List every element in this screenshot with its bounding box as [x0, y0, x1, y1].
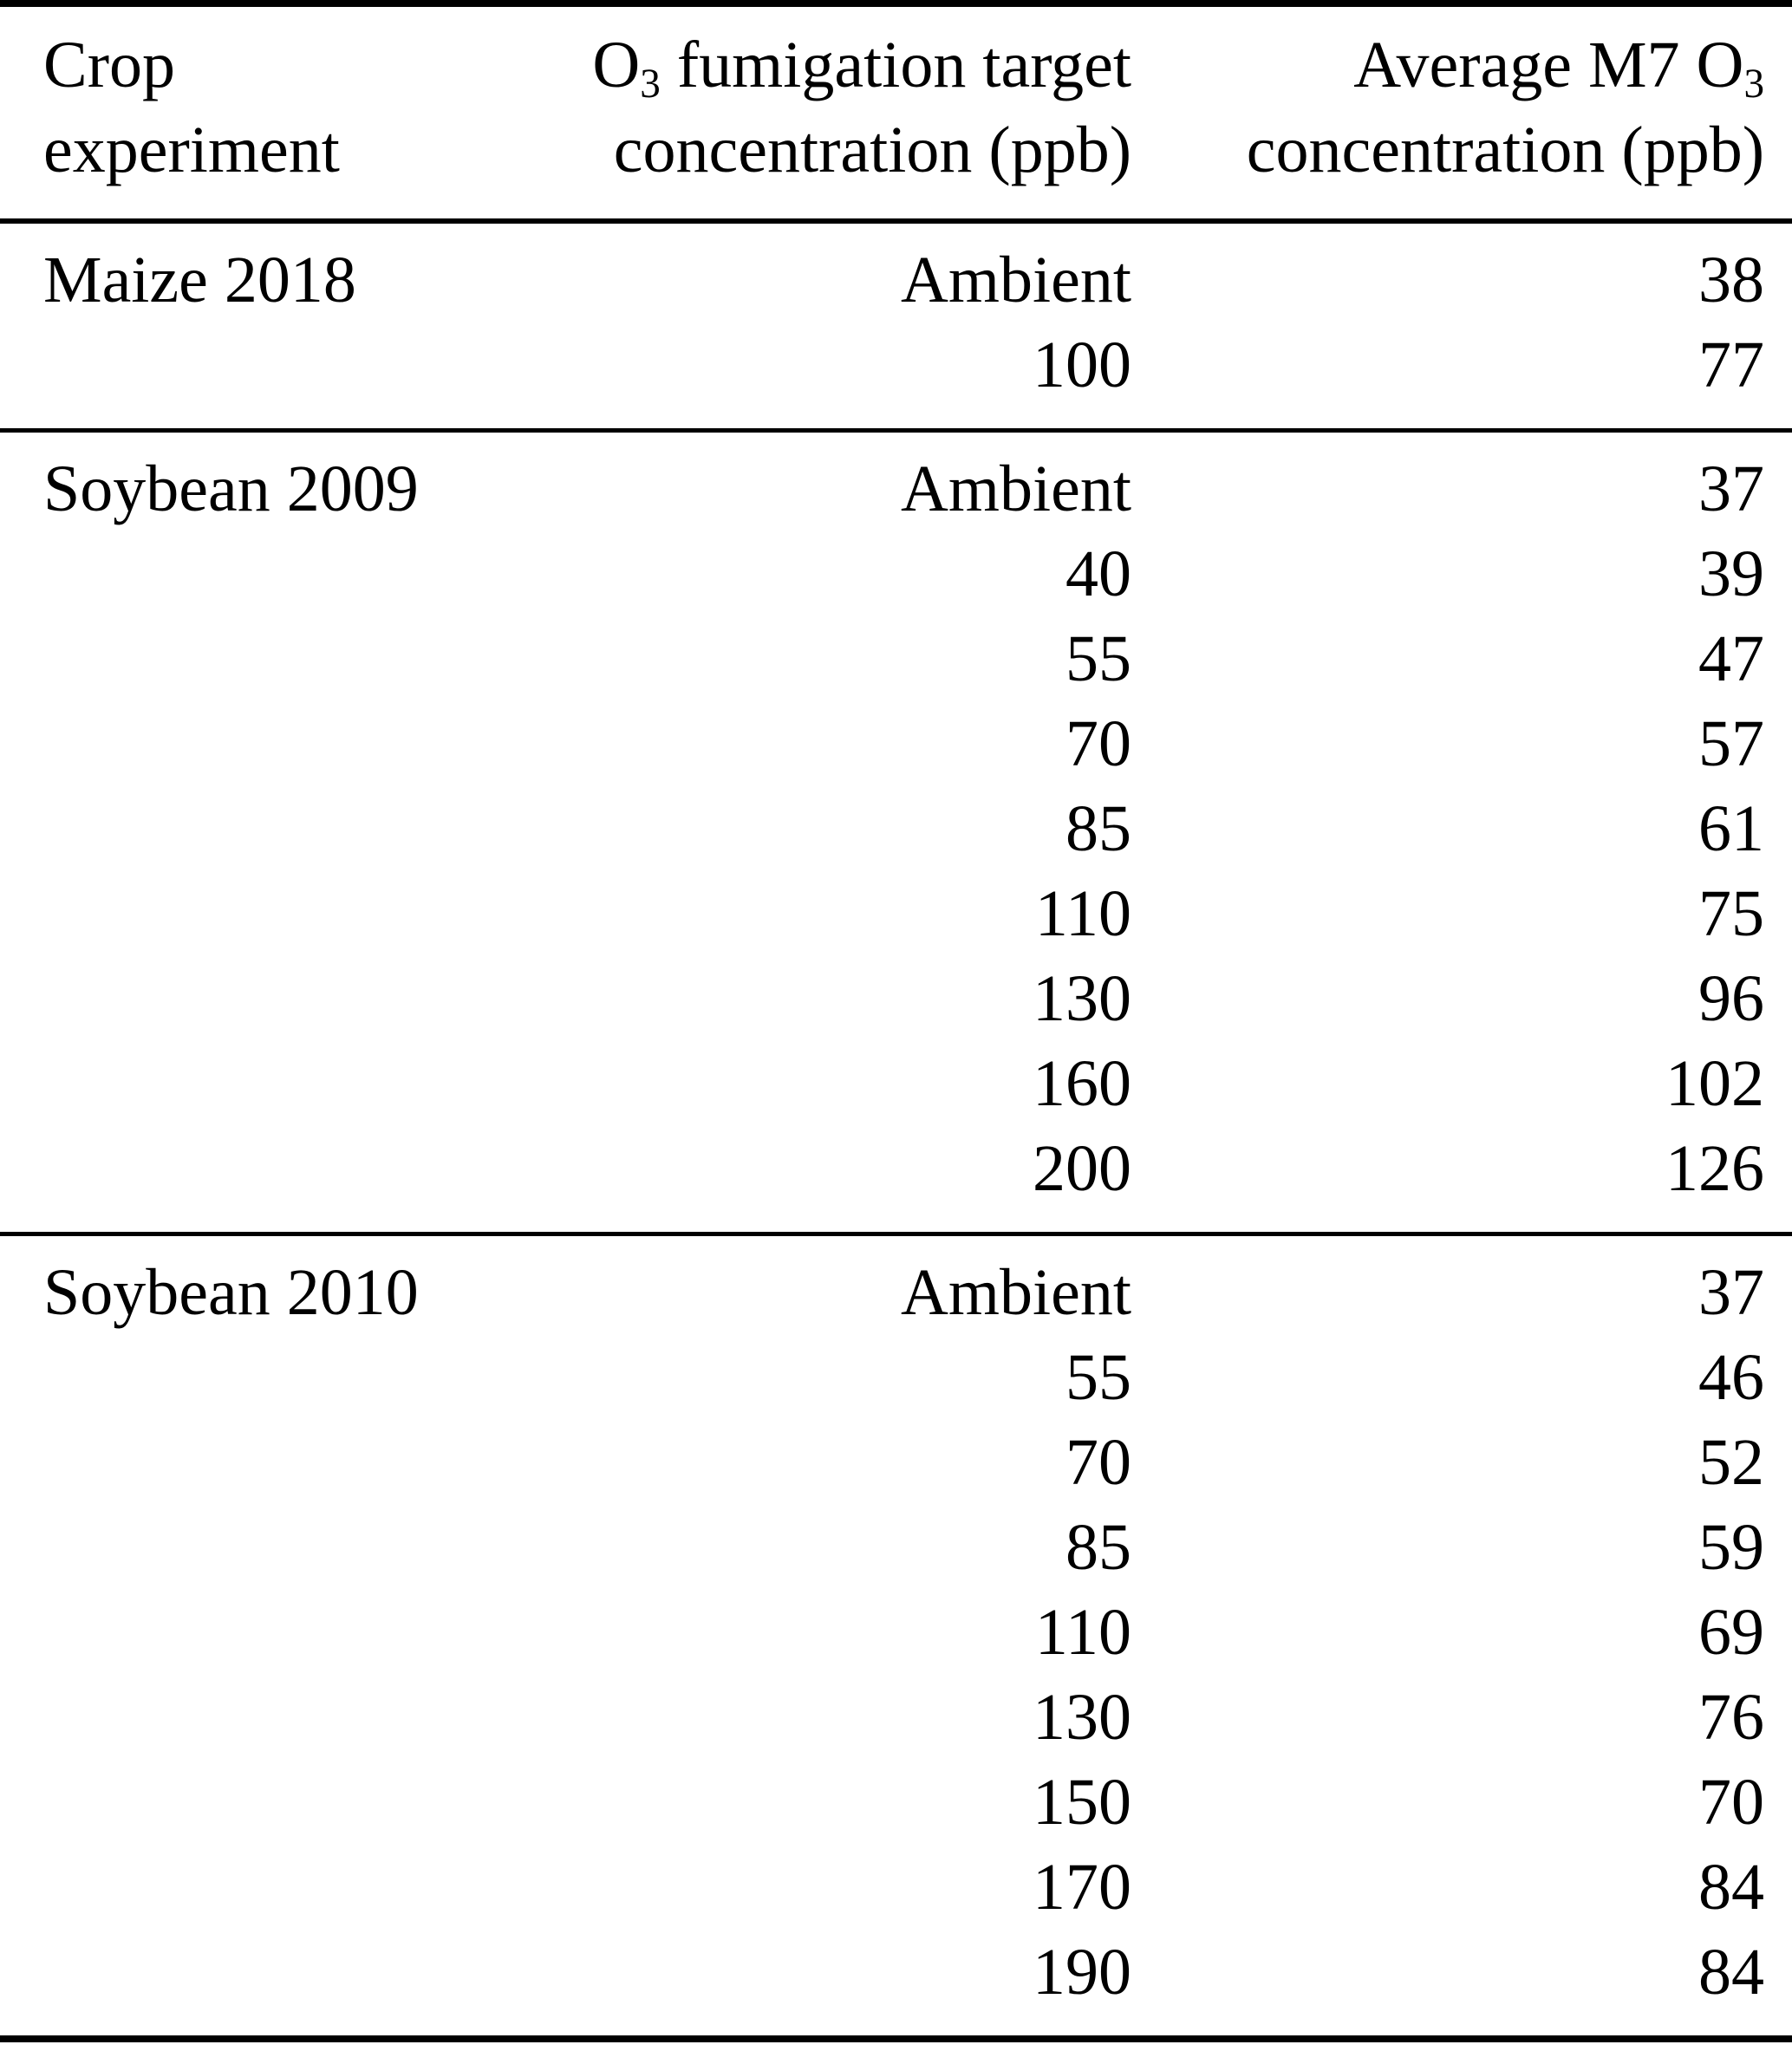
- table-row: 100 77: [0, 322, 1792, 431]
- m7-cell: 59: [1698, 1511, 1764, 1584]
- target-cell: 130: [1033, 962, 1131, 1035]
- crop-cell: Soybean 2009: [43, 453, 419, 525]
- crop-cell: [0, 1675, 416, 1760]
- crop-cell: [0, 701, 416, 786]
- crop-cell: [0, 1041, 416, 1126]
- target-cell: 85: [1065, 1511, 1131, 1584]
- target-cell: 70: [1065, 1426, 1131, 1499]
- m7-cell: 84: [1698, 1851, 1764, 1924]
- target-cell: 200: [1033, 1132, 1131, 1205]
- crop-cell: [0, 1420, 416, 1505]
- target-cell: 100: [1033, 329, 1131, 401]
- m7-cell: 84: [1698, 1936, 1764, 2009]
- header-row: Crop experiment O3 fumigation target con…: [0, 3, 1792, 224]
- table-row: 55 46: [0, 1335, 1792, 1420]
- target-cell: 110: [1034, 877, 1131, 950]
- m7-cell: 52: [1698, 1426, 1764, 1499]
- header-crop-line2: experiment: [43, 114, 340, 186]
- crop-cell: [0, 531, 416, 616]
- target-cell: 170: [1033, 1851, 1131, 1924]
- table-row: 160 102: [0, 1041, 1792, 1126]
- crop-cell: [0, 956, 416, 1041]
- m7-cell: 61: [1698, 792, 1764, 865]
- m7-cell: 76: [1698, 1681, 1764, 1754]
- table-header: Crop experiment O3 fumigation target con…: [0, 3, 1792, 224]
- target-cell: 110: [1034, 1596, 1131, 1669]
- crop-cell: [0, 1590, 416, 1675]
- m7-cell: 39: [1698, 537, 1764, 610]
- m7-cell: 102: [1665, 1047, 1764, 1120]
- crop-cell: [0, 1505, 416, 1590]
- subscript-3: 3: [640, 61, 661, 107]
- m7-cell: 75: [1698, 877, 1764, 950]
- crop-cell: [0, 786, 416, 871]
- table-row: Maize 2018 Ambient 38: [0, 221, 1792, 322]
- m7-cell: 126: [1665, 1132, 1764, 1205]
- header-fumigation-target: O3 fumigation target concentration (ppb): [416, 3, 1131, 224]
- table-row: 150 70: [0, 1760, 1792, 1845]
- table-row: 130 96: [0, 956, 1792, 1041]
- m7-cell: 69: [1698, 1596, 1764, 1669]
- crop-cell: [0, 1930, 416, 2039]
- table-row: 70 57: [0, 701, 1792, 786]
- m7-cell: 37: [1698, 1256, 1764, 1329]
- target-cell: 40: [1065, 537, 1131, 610]
- crop-cell: [0, 1335, 416, 1420]
- header-crop-experiment: Crop experiment: [0, 3, 416, 224]
- target-cell: Ambient: [901, 453, 1131, 525]
- m7-cell: 37: [1698, 453, 1764, 525]
- table-row: 85 61: [0, 786, 1792, 871]
- crop-cell: Maize 2018: [43, 244, 356, 316]
- crop-cell: [0, 1845, 416, 1930]
- header-crop-line1: Crop: [43, 29, 175, 101]
- table-row: 70 52: [0, 1420, 1792, 1505]
- table-row: 200 126: [0, 1126, 1792, 1234]
- table-row: 130 76: [0, 1675, 1792, 1760]
- header-average-m7: Average M7 O3 concentration (ppb): [1131, 3, 1792, 224]
- target-cell: 160: [1033, 1047, 1131, 1120]
- m7-cell: 96: [1698, 962, 1764, 1035]
- m7-cell: 47: [1698, 622, 1764, 695]
- target-cell: 85: [1065, 792, 1131, 865]
- m7-cell: 70: [1698, 1766, 1764, 1839]
- target-cell: 55: [1065, 1341, 1131, 1414]
- header-m7-line2: concentration (ppb): [1246, 114, 1764, 186]
- target-cell: 130: [1033, 1681, 1131, 1754]
- table-row: 85 59: [0, 1505, 1792, 1590]
- table-row: Soybean 2010 Ambient 37: [0, 1234, 1792, 1336]
- m7-cell: 77: [1698, 329, 1764, 401]
- target-cell: Ambient: [901, 244, 1131, 316]
- crop-cell: [0, 1760, 416, 1845]
- subscript-3: 3: [1743, 61, 1764, 107]
- table-row: 110 75: [0, 871, 1792, 956]
- crop-cell: [0, 1126, 416, 1234]
- table-row: 170 84: [0, 1845, 1792, 1930]
- group-soybean-2009: Soybean 2009 Ambient 37 40 39 55 47 70 5…: [0, 430, 1792, 1234]
- target-cell: 150: [1033, 1766, 1131, 1839]
- crop-cell: [0, 871, 416, 956]
- table-row: Soybean 2009 Ambient 37: [0, 431, 1792, 532]
- target-cell: 55: [1065, 622, 1131, 695]
- table-row: 190 84: [0, 1930, 1792, 2039]
- m7-cell: 38: [1698, 244, 1764, 316]
- crop-cell: [0, 322, 416, 431]
- table-row: 55 47: [0, 616, 1792, 701]
- m7-cell: 46: [1698, 1341, 1764, 1414]
- crop-cell: [0, 616, 416, 701]
- m7-cell: 57: [1698, 707, 1764, 780]
- crop-cell: Soybean 2010: [43, 1256, 419, 1329]
- table-row: 110 69: [0, 1590, 1792, 1675]
- group-soybean-2010: Soybean 2010 Ambient 37 55 46 70 52 85 5…: [0, 1234, 1792, 2040]
- target-cell: 190: [1033, 1936, 1131, 2009]
- header-fumigation-line2: concentration (ppb): [613, 114, 1131, 186]
- header-m7-line1: Average M7 O3: [1353, 29, 1764, 107]
- target-cell: 70: [1065, 707, 1131, 780]
- table-row: 40 39: [0, 531, 1792, 616]
- target-cell: Ambient: [901, 1256, 1131, 1329]
- header-fumigation-line1: O3 fumigation target: [592, 29, 1131, 107]
- group-maize-2018: Maize 2018 Ambient 38 100 77: [0, 221, 1792, 431]
